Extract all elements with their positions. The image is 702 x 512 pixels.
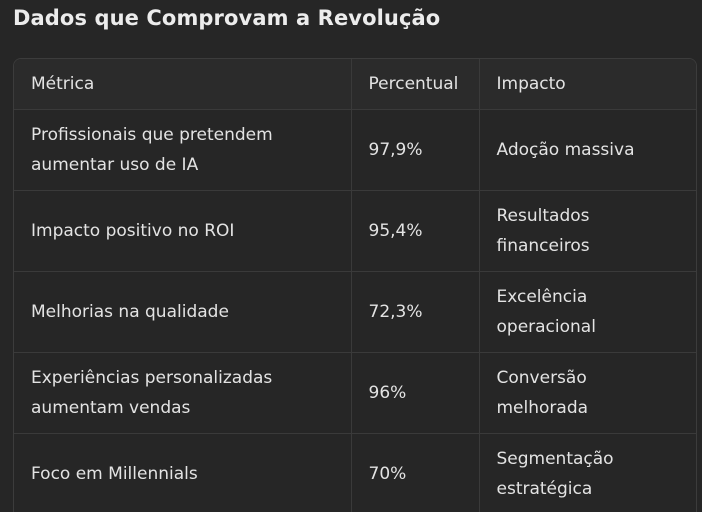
- table-row: Foco em Millennials 70% Segmentação estr…: [14, 433, 696, 512]
- header-percent: Percentual: [350, 59, 479, 110]
- cell-metric: Experiências personalizadas aumentam ven…: [14, 352, 351, 434]
- cell-impact: Resultados financeiros: [478, 190, 696, 272]
- table-header: Métrica Percentual Impacto: [14, 59, 696, 110]
- cell-percent: 95,4%: [350, 190, 479, 272]
- table-row: Melhorias na qualidade 72,3% Excelência …: [14, 271, 696, 353]
- table-row: Impacto positivo no ROI 95,4% Resultados…: [14, 190, 696, 272]
- table-body: Profissionais que pretendem aumentar uso…: [14, 109, 696, 512]
- cell-impact: Segmentação estratégica: [478, 433, 696, 512]
- page-title: Dados que Comprovam a Revolução: [13, 6, 441, 30]
- cell-percent: 72,3%: [350, 271, 479, 353]
- header-impact: Impacto: [478, 59, 696, 110]
- cell-metric: Impacto positivo no ROI: [14, 190, 351, 272]
- data-table-container: Métrica Percentual Impacto Profissionais…: [13, 58, 697, 512]
- table-row: Experiências personalizadas aumentam ven…: [14, 352, 696, 434]
- cell-metric: Melhorias na qualidade: [14, 271, 351, 353]
- cell-impact: Adoção massiva: [478, 109, 696, 191]
- cell-percent: 97,9%: [350, 109, 479, 191]
- cell-percent: 96%: [350, 352, 479, 434]
- cell-percent: 70%: [350, 433, 479, 512]
- cell-impact: Conversão melhorada: [478, 352, 696, 434]
- cell-metric: Foco em Millennials: [31, 463, 198, 484]
- header-row: Métrica Percentual Impacto: [14, 59, 696, 110]
- cell-impact: Excelência operacional: [478, 271, 696, 353]
- table-row: Profissionais que pretendem aumentar uso…: [14, 109, 696, 191]
- header-metric: Métrica: [14, 59, 351, 110]
- data-table: Métrica Percentual Impacto Profissionais…: [14, 59, 696, 512]
- cell-metric: Profissionais que pretendem aumentar uso…: [14, 109, 351, 191]
